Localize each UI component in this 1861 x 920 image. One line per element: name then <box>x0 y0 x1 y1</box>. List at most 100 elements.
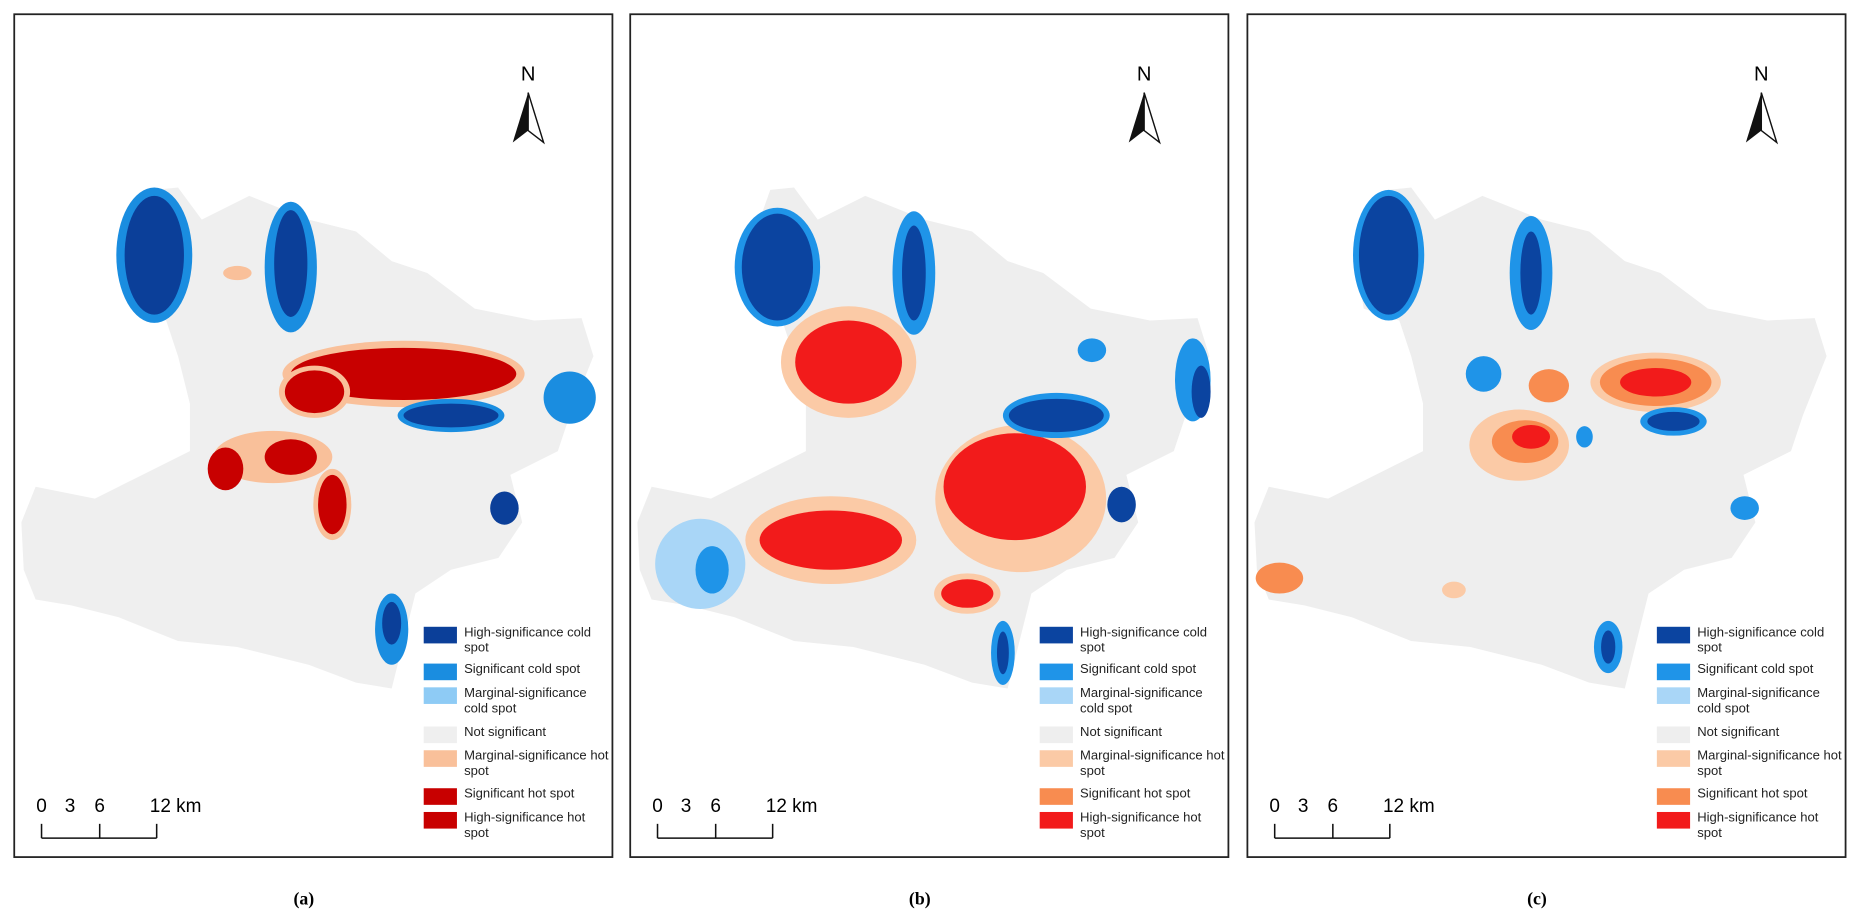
legend-label: Significant hot spot <box>1080 787 1191 802</box>
panel-caption: (c) <box>1527 889 1547 910</box>
legend-label-box: High-significance cold spot <box>1080 625 1208 656</box>
scale-label: 3 <box>681 796 692 817</box>
spot-region <box>1730 496 1759 520</box>
north-label: N <box>1137 64 1152 86</box>
legend-label: High-significance cold spot <box>1080 625 1208 656</box>
spot-region <box>902 225 926 321</box>
map-panel: N 0 3 6 12 km High-significance cold spot Sign… <box>629 13 1230 858</box>
scale-label: 0 <box>652 796 663 817</box>
north-label: N <box>1754 64 1769 86</box>
spot-region <box>1008 398 1104 433</box>
spot-region <box>490 491 519 525</box>
legend-label-box: High-significance cold spot <box>1697 625 1825 656</box>
legend-label: High-significance hot spot <box>1697 810 1819 841</box>
legend-swatch <box>423 626 457 644</box>
legend-label-box: Marginal-significance cold spot <box>464 686 587 716</box>
legend-swatch <box>423 750 457 767</box>
spot-region <box>543 371 596 424</box>
legend-label-box: Significant hot spot <box>464 787 575 802</box>
legend-label-box: Not significant <box>1697 725 1779 739</box>
map-panel: N 0 3 6 12 km High-significance cold spot Sign… <box>1246 13 1847 858</box>
legend-swatch <box>1656 687 1691 704</box>
spot-region <box>795 320 903 404</box>
legend-label: Significant hot spot <box>464 787 575 802</box>
panel-caption: (a) <box>293 889 314 910</box>
legend-label-box: Marginal-significance hot spot <box>464 749 609 779</box>
legend-label-box: Marginal-significance hot spot <box>1080 749 1225 779</box>
legend-swatch <box>1039 811 1073 829</box>
legend-label: High-significance cold spot <box>1697 625 1825 656</box>
legend-label-box: High-significance hot spot <box>1697 810 1819 841</box>
legend-swatch <box>423 687 457 704</box>
legend-swatch <box>423 811 457 829</box>
legend-label-box: Significant cold spot <box>464 662 581 677</box>
legend-label: Marginal-significance cold spot <box>464 686 587 716</box>
spot-region <box>1576 426 1593 448</box>
legend-swatch <box>1656 788 1691 805</box>
scale-label: 0 <box>36 796 47 817</box>
spot-region <box>1255 562 1304 594</box>
legend-label: Significant hot spot <box>1697 787 1808 802</box>
spot-region <box>759 510 903 570</box>
panel-caption: (b) <box>909 889 931 910</box>
legend-label: Not significant <box>464 725 547 740</box>
legend-label-box: Not significant <box>464 725 547 740</box>
spot-region <box>1465 356 1502 392</box>
legend-label: Marginal-significance hot spot <box>464 749 609 779</box>
spot-region <box>1520 231 1542 315</box>
spot-region <box>1077 338 1107 363</box>
spot-region <box>741 213 814 321</box>
scale-label: 3 <box>1298 796 1309 817</box>
legend-label-box: Marginal-significance hot spot <box>1697 749 1842 779</box>
legend-swatch <box>423 788 457 805</box>
legend-label: High-significance hot spot <box>464 810 586 841</box>
map-panel: N 0 3 6 12 km High-significance cold spot Sign… <box>13 13 614 858</box>
spot-region <box>264 439 317 475</box>
north-label: N <box>521 64 536 86</box>
legend-label: Significant cold spot <box>464 662 581 677</box>
legend-label: Significant cold spot <box>1080 662 1197 677</box>
legend-label: Marginal-significance hot spot <box>1080 749 1225 779</box>
spot-region <box>1107 486 1136 523</box>
legend-swatch <box>1039 663 1073 681</box>
spot-region <box>223 265 252 281</box>
legend-swatch <box>1656 726 1691 744</box>
spot-region <box>1512 424 1551 449</box>
legend-swatch <box>1656 811 1691 829</box>
legend-label: Marginal-significance cold spot <box>1080 686 1203 716</box>
spot-region <box>1620 368 1692 397</box>
legend-swatch <box>1656 626 1691 644</box>
north-arrow-right <box>1143 92 1161 145</box>
legend-label-box: Not significant <box>1080 725 1163 740</box>
legend-label: Marginal-significance hot spot <box>1697 749 1842 779</box>
spot-region <box>996 631 1009 675</box>
legend-label-box: Significant hot spot <box>1080 787 1191 802</box>
legend-label: Significant cold spot <box>1697 662 1814 677</box>
spot-region <box>207 447 244 491</box>
spot-region <box>1601 630 1616 664</box>
spot-region <box>943 433 1086 541</box>
legend-label-box: Marginal-significance cold spot <box>1697 686 1820 716</box>
legend-label-box: High-significance hot spot <box>1080 811 1201 841</box>
spot-region <box>1191 365 1211 418</box>
spot-region <box>1358 195 1419 315</box>
scale-label: 12 km <box>1383 796 1435 817</box>
scale-label: 6 <box>94 796 105 817</box>
legend-swatch <box>423 726 457 744</box>
spot-region <box>1528 369 1570 403</box>
legend-label-box: High-significance cold spot <box>464 625 592 656</box>
legend-swatch <box>1039 687 1073 704</box>
legend-swatch <box>1656 663 1691 681</box>
legend-label-box: Significant cold spot <box>1080 662 1197 677</box>
spot-region <box>1442 581 1466 599</box>
spot-region <box>274 210 308 317</box>
legend-label-box: Marginal-significance cold spot <box>1080 686 1203 716</box>
scale-label: 6 <box>1328 796 1339 817</box>
spot-region <box>284 370 345 414</box>
legend-label: Marginal-significance cold spot <box>1697 686 1820 716</box>
legend-swatch <box>423 663 457 681</box>
legend-label: High-significance cold spot <box>464 625 592 656</box>
scale-label: 12 km <box>766 796 818 817</box>
legend-label: Not significant <box>1080 725 1163 740</box>
